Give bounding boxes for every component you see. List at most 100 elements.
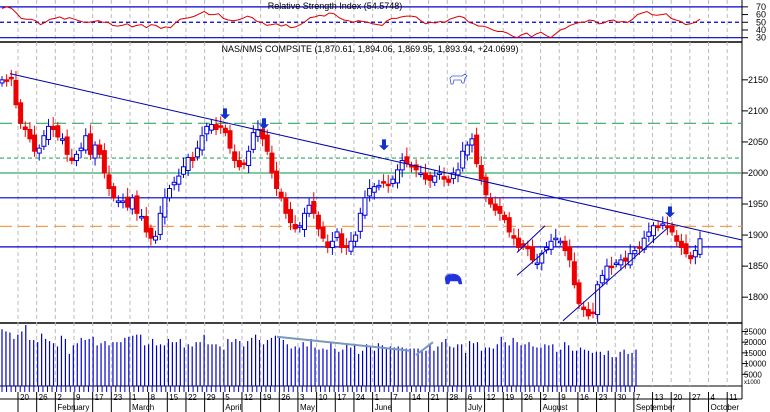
candle-down: [683, 243, 689, 255]
candle-up: [246, 150, 252, 167]
candle-down: [292, 224, 298, 230]
candle-down: [260, 129, 266, 140]
candle-down: [441, 176, 447, 180]
month-label: August: [543, 403, 569, 412]
bear-icon: [444, 273, 463, 285]
candle-up: [92, 144, 98, 159]
candle-up: [36, 147, 42, 154]
day-label: 5: [225, 393, 230, 402]
candle-down: [571, 261, 577, 286]
rsi-line: [1, 6, 701, 39]
candle-up: [250, 132, 256, 150]
candle-up: [455, 169, 461, 176]
rsi-y-label: 40: [756, 25, 766, 35]
candle-up: [650, 225, 656, 237]
candle-down: [325, 241, 331, 248]
candle-down: [497, 206, 503, 214]
candle-down: [232, 151, 238, 162]
day-label: 15: [169, 393, 178, 402]
candle-down: [408, 165, 414, 168]
candle-up: [460, 150, 466, 169]
candle-down: [320, 226, 326, 239]
price-y-label: 1800: [748, 292, 768, 302]
candle-down: [283, 197, 289, 214]
candle-up: [376, 184, 382, 188]
day-label: 9: [76, 393, 81, 402]
candle-down: [664, 225, 670, 229]
candle-down: [474, 134, 480, 165]
price-panel: [0, 69, 743, 322]
candle-down: [422, 172, 428, 180]
candle-up: [367, 188, 373, 197]
candle-up: [139, 215, 145, 219]
day-label: 21: [431, 393, 440, 402]
month-label: June: [375, 403, 393, 412]
day-label: 26: [39, 393, 48, 402]
candle-down: [125, 196, 131, 208]
month-label: October: [711, 403, 740, 412]
candle-down: [381, 181, 387, 184]
month-label: May: [300, 403, 315, 412]
candle-up: [176, 175, 182, 185]
day-label: 2: [543, 393, 548, 402]
month-label: February: [57, 403, 89, 412]
candle-down: [404, 156, 410, 165]
candle-up: [371, 186, 377, 193]
candle-up: [167, 188, 173, 199]
price-y-label: 1950: [748, 199, 768, 209]
day-label: 14: [412, 393, 421, 402]
day-label: 7: [636, 393, 641, 402]
price-y-label: 2050: [748, 137, 768, 147]
day-label: 6: [468, 393, 473, 402]
price-title: NAS/NMS COMPSITE (1,870.61, 1,894.06, 1,…: [222, 44, 519, 54]
day-label: 12: [244, 393, 253, 402]
candle-up: [362, 197, 368, 216]
candle-down: [413, 164, 419, 171]
candle-down: [315, 214, 321, 230]
candle-up: [329, 240, 335, 248]
candle-down: [87, 133, 93, 155]
day-label: 23: [599, 393, 608, 402]
candle-up: [157, 212, 163, 235]
month-label: March: [132, 403, 154, 412]
candle-up: [534, 262, 540, 266]
candle-down: [623, 257, 629, 262]
volume-panel: [1, 325, 637, 386]
candle-up: [548, 240, 554, 250]
candle-up: [120, 200, 126, 203]
day-label: 1: [375, 393, 380, 402]
volume-trendline: [276, 335, 411, 352]
day-label: 3: [300, 393, 305, 402]
candle-up: [432, 175, 438, 183]
candle-down: [516, 237, 522, 248]
candle-down: [241, 162, 247, 166]
candle-down: [506, 217, 512, 233]
candle-up: [199, 135, 205, 151]
candle-down: [236, 160, 242, 168]
volume-y-label: 5000: [744, 370, 762, 379]
uptrend-support-trendline: [562, 227, 669, 322]
candle-down: [50, 125, 56, 131]
candle-up: [204, 125, 210, 135]
candle-down: [111, 186, 117, 199]
day-label: 4: [711, 393, 716, 402]
volume-unit-label: x1000: [744, 380, 761, 386]
candle-down: [488, 197, 494, 205]
candle-down: [427, 174, 433, 181]
candle-up: [599, 274, 605, 284]
day-label: 29: [207, 393, 216, 402]
candle-down: [64, 136, 70, 155]
day-label: 20: [673, 393, 682, 402]
price-y-label: 1900: [748, 230, 768, 240]
candle-down: [343, 245, 349, 248]
candle-down: [590, 311, 596, 315]
candle-down: [222, 127, 228, 134]
candle-down: [13, 79, 19, 106]
candle-up: [78, 147, 84, 152]
candle-up: [464, 144, 470, 156]
candle-up: [115, 200, 121, 203]
volume-y-label: 10000: [744, 360, 767, 369]
down-arrow-icon: [379, 139, 389, 151]
day-label: 17: [95, 393, 104, 402]
